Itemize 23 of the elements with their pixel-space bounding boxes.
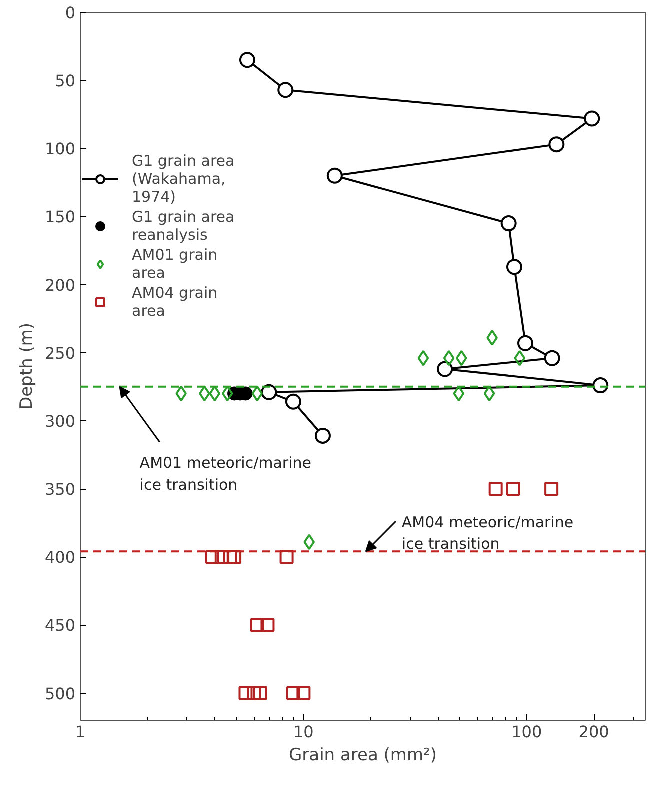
annotation: AM04 meteoric/marine ice transition <box>402 514 574 554</box>
legend-label: G1 grain area (Wakahama, 1974) <box>132 152 235 206</box>
x-tick-label: 100 <box>512 722 542 742</box>
y-tick-label: 350 <box>44 480 76 500</box>
legend-label: AM04 grain area <box>132 284 218 320</box>
y-tick-label: 200 <box>44 276 76 295</box>
x-tick-label: 1 <box>75 722 86 742</box>
y-tick-label: 300 <box>44 412 76 431</box>
legend-label: G1 grain area reanalysis <box>132 208 235 244</box>
y-axis-title: Depth (m) <box>16 322 37 410</box>
annotation: AM01 meteoric/marine ice transition <box>140 454 312 494</box>
y-tick-label: 50 <box>55 72 76 91</box>
y-tick-label: 150 <box>44 208 76 227</box>
legend-label: AM01 grain area <box>132 246 218 282</box>
y-tick-label: 0 <box>65 4 76 22</box>
y-tick-label: 250 <box>44 344 76 363</box>
x-axis-title: Grain area (mm²) <box>289 746 438 766</box>
y-tick-label: 400 <box>44 548 76 568</box>
x-tick-label: 200 <box>578 722 610 742</box>
y-tick-label: 450 <box>44 616 76 636</box>
x-tick-label: 10 <box>294 722 314 742</box>
y-tick-label: 100 <box>44 140 76 159</box>
y-tick-label: 500 <box>44 684 76 704</box>
